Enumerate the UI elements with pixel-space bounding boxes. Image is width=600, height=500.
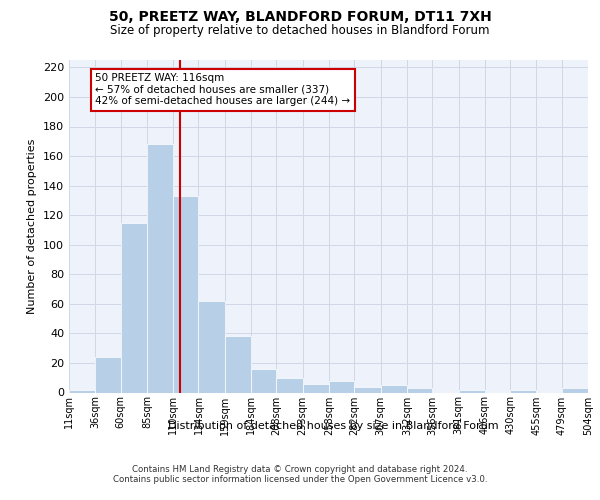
Bar (277, 378, 303, 392)
Bar (354, 386, 380, 392)
Bar (121, 222, 147, 392)
Bar (303, 384, 329, 392)
Bar (407, 388, 432, 392)
Bar (458, 390, 485, 392)
Bar (510, 390, 536, 392)
Bar (147, 144, 173, 392)
Bar (251, 369, 277, 392)
Bar (562, 388, 588, 392)
Bar (380, 385, 407, 392)
Text: 50, PREETZ WAY, BLANDFORD FORUM, DT11 7XH: 50, PREETZ WAY, BLANDFORD FORUM, DT11 7X… (109, 10, 491, 24)
Text: 50 PREETZ WAY: 116sqm
← 57% of detached houses are smaller (337)
42% of semi-det: 50 PREETZ WAY: 116sqm ← 57% of detached … (95, 74, 350, 106)
Bar (225, 336, 251, 392)
Text: Size of property relative to detached houses in Blandford Forum: Size of property relative to detached ho… (110, 24, 490, 37)
Y-axis label: Number of detached properties: Number of detached properties (28, 138, 37, 314)
Text: Contains public sector information licensed under the Open Government Licence v3: Contains public sector information licen… (113, 476, 487, 484)
Bar (173, 196, 199, 392)
Bar (95, 357, 121, 392)
Text: Contains HM Land Registry data © Crown copyright and database right 2024.: Contains HM Land Registry data © Crown c… (132, 464, 468, 473)
Bar (69, 390, 95, 392)
Bar (329, 380, 354, 392)
Bar (199, 301, 225, 392)
Text: Distribution of detached houses by size in Blandford Forum: Distribution of detached houses by size … (167, 421, 499, 431)
